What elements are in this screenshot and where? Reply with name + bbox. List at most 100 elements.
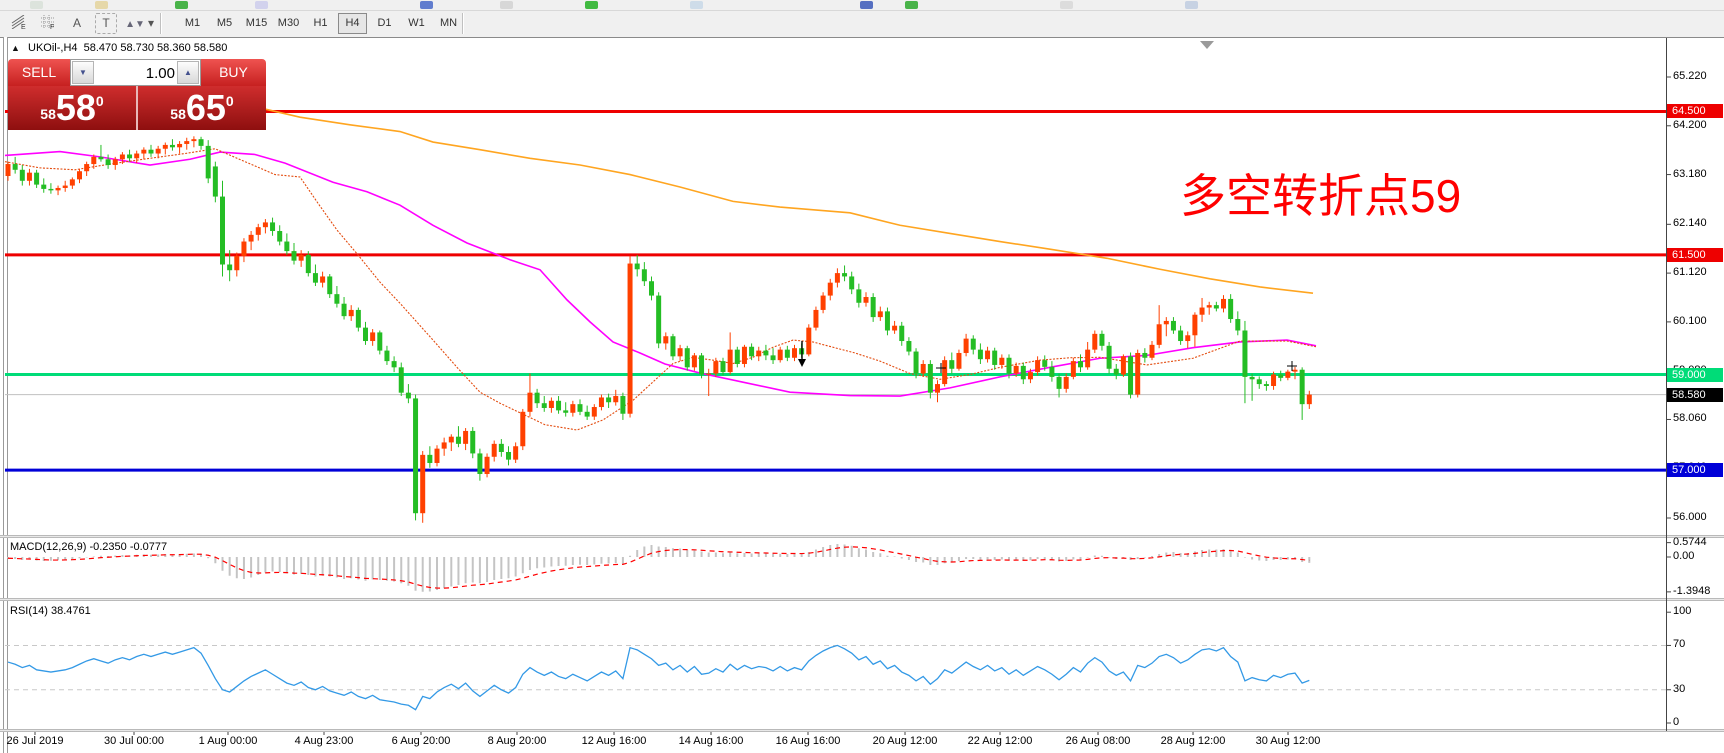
text-tool-icon[interactable]: A — [72, 16, 81, 30]
price-axis-label: 56.000 — [1673, 510, 1707, 523]
clipped-toolbar-icon[interactable] — [1060, 1, 1073, 9]
one-click-top-row: SELL ▼ ▲ BUY — [8, 59, 266, 86]
macd-axis-label: -1.3948 — [1673, 584, 1711, 597]
buy-price-int: 58 — [170, 106, 186, 122]
clipped-toolbar-icon[interactable] — [860, 1, 873, 9]
sell-price-int: 58 — [40, 106, 56, 122]
shapes-tool-icon[interactable]: ▲▼ — [125, 19, 145, 30]
price-axis-label: 62.140 — [1673, 217, 1707, 230]
equidistant-channel-tool-icon[interactable]: E — [8, 13, 30, 34]
sell-price[interactable]: 58 58 0 — [8, 86, 138, 130]
time-axis-label: 20 Aug 12:00 — [872, 735, 938, 747]
clipped-toolbar-icon[interactable] — [905, 1, 918, 9]
volume-spinner: ▼ ▲ — [70, 59, 201, 86]
price-level-badge: 58.580 — [1667, 387, 1723, 402]
one-click-collapse-icon[interactable]: ▲ — [11, 43, 20, 53]
timeframe-button-d1[interactable]: D1 — [377, 17, 392, 29]
clipped-toolbar-row — [0, 0, 1724, 11]
timeframe-button-m30[interactable]: M30 — [277, 17, 300, 29]
timeframe-button-m1[interactable]: M1 — [184, 17, 201, 29]
price-shift-marker[interactable] — [1200, 41, 1214, 49]
buy-price-pips: 65 — [185, 87, 226, 128]
time-axis-label: 26 Jul 2019 — [6, 735, 64, 747]
buy-price[interactable]: 58 65 0 — [138, 86, 266, 130]
time-axis-label: 30 Aug 12:00 — [1255, 735, 1321, 747]
fibo-grid-tool-icon[interactable]: F — [37, 13, 59, 34]
clipped-toolbar-icon[interactable] — [1185, 1, 1198, 9]
clipped-toolbar-icon[interactable] — [420, 1, 433, 9]
time-axis-label: 8 Aug 20:00 — [487, 735, 547, 747]
chart-annotation-text[interactable]: 多空转折点59 — [1180, 170, 1462, 222]
ma-orange-line — [264, 108, 1314, 294]
down-arrow-marker[interactable] — [798, 341, 806, 367]
volume-decrease-button[interactable]: ▼ — [72, 61, 94, 84]
time-axis-label: 12 Aug 16:00 — [581, 735, 647, 747]
one-click-trading-panel: SELL ▼ ▲ BUY 58 58 0 58 65 0 — [8, 59, 266, 130]
timeframe-button-m5[interactable]: M5 — [216, 17, 233, 29]
toolbar: E F A T ▲▼ ▾ M1 M5 M15 M30 H1 H4 D1 W1 MN — [0, 11, 1724, 38]
ma-red-line — [4, 148, 1317, 431]
price-axis-label: 58.060 — [1673, 412, 1707, 425]
time-axis-label: 26 Aug 08:00 — [1065, 735, 1131, 747]
time-axis-label: 28 Aug 12:00 — [1160, 735, 1226, 747]
clipped-toolbar-icon[interactable] — [95, 1, 108, 9]
timeframe-button-w1[interactable]: W1 — [408, 17, 425, 29]
cross-marker[interactable] — [936, 363, 946, 373]
cross-marker[interactable] — [1287, 361, 1297, 371]
clipped-toolbar-icon[interactable] — [690, 1, 703, 9]
time-axis-label: 1 Aug 00:00 — [198, 735, 258, 747]
buy-price-frac: 0 — [225, 93, 234, 109]
clipped-toolbar-icon[interactable] — [500, 1, 513, 9]
sell-button[interactable]: SELL — [8, 59, 70, 86]
clipped-toolbar-icon[interactable] — [255, 1, 268, 9]
rsi-label: RSI(14) 38.4761 — [10, 605, 91, 617]
price-level-badge: 64.500 — [1667, 104, 1723, 119]
macd-axis-label: 0.5744 — [1673, 535, 1707, 548]
macd-label: MACD(12,26,9) -0.2350 -0.0777 — [10, 541, 168, 553]
timeframe-button-mn[interactable]: MN — [439, 17, 458, 29]
symbol-period-label: UKOil-,H4 — [28, 42, 78, 54]
toolbar-separator — [462, 13, 463, 34]
sell-price-frac: 0 — [95, 93, 104, 109]
price-level-badge: 57.000 — [1667, 463, 1723, 478]
rsi-axis-label: 100 — [1673, 605, 1692, 618]
price-axis-label: 61.120 — [1673, 266, 1707, 279]
text-label-tool-icon[interactable]: T — [95, 13, 117, 34]
clipped-toolbar-icon[interactable] — [30, 1, 43, 9]
timeframe-button-h1[interactable]: H1 — [313, 17, 328, 29]
shapes-dropdown-icon[interactable]: ▾ — [147, 16, 155, 30]
macd-signal-line — [7, 546, 1310, 589]
time-axis-label: 30 Jul 00:00 — [104, 735, 164, 747]
rsi-axis-label: 0 — [1673, 716, 1680, 728]
time-axis-label: 6 Aug 20:00 — [391, 735, 451, 747]
panel-separator-macd[interactable] — [0, 535, 1724, 538]
rsi-line — [7, 644, 1310, 711]
price-axis-line[interactable] — [1666, 38, 1667, 731]
price-axis-label: 60.100 — [1673, 314, 1707, 327]
svg-text:F: F — [50, 24, 54, 29]
candles — [5, 136, 1312, 523]
rsi-axis-label: 30 — [1673, 682, 1686, 695]
timeframe-button-h4[interactable]: H4 — [338, 13, 367, 34]
macd-axis-label: 0.00 — [1673, 550, 1695, 562]
sell-price-pips: 58 — [55, 87, 96, 128]
clipped-toolbar-icon[interactable] — [175, 1, 188, 9]
price-axis-label: 64.200 — [1673, 118, 1707, 131]
chart-title: UKOil-,H4 58.470 58.730 58.360 58.580 — [28, 42, 227, 54]
time-axis-label: 4 Aug 23:00 — [294, 735, 354, 747]
clipped-toolbar-icon[interactable] — [585, 1, 598, 9]
ma-magenta-line — [4, 150, 1317, 397]
buy-button[interactable]: BUY — [201, 59, 266, 86]
panel-separator-rsi[interactable] — [0, 598, 1724, 601]
macd-histogram — [7, 544, 1311, 592]
ohlc-quotes-label: 58.470 58.730 58.360 58.580 — [83, 42, 228, 54]
price-axis-label: 65.220 — [1673, 70, 1707, 82]
time-axis-label: 22 Aug 12:00 — [967, 735, 1033, 747]
one-click-prices: 58 58 0 58 65 0 — [8, 86, 266, 130]
toolbar-separator — [160, 13, 161, 34]
timeframe-button-m15[interactable]: M15 — [245, 17, 268, 29]
volume-increase-button[interactable]: ▲ — [177, 61, 199, 84]
volume-input[interactable] — [97, 62, 177, 85]
price-level-badge: 61.500 — [1667, 247, 1723, 262]
